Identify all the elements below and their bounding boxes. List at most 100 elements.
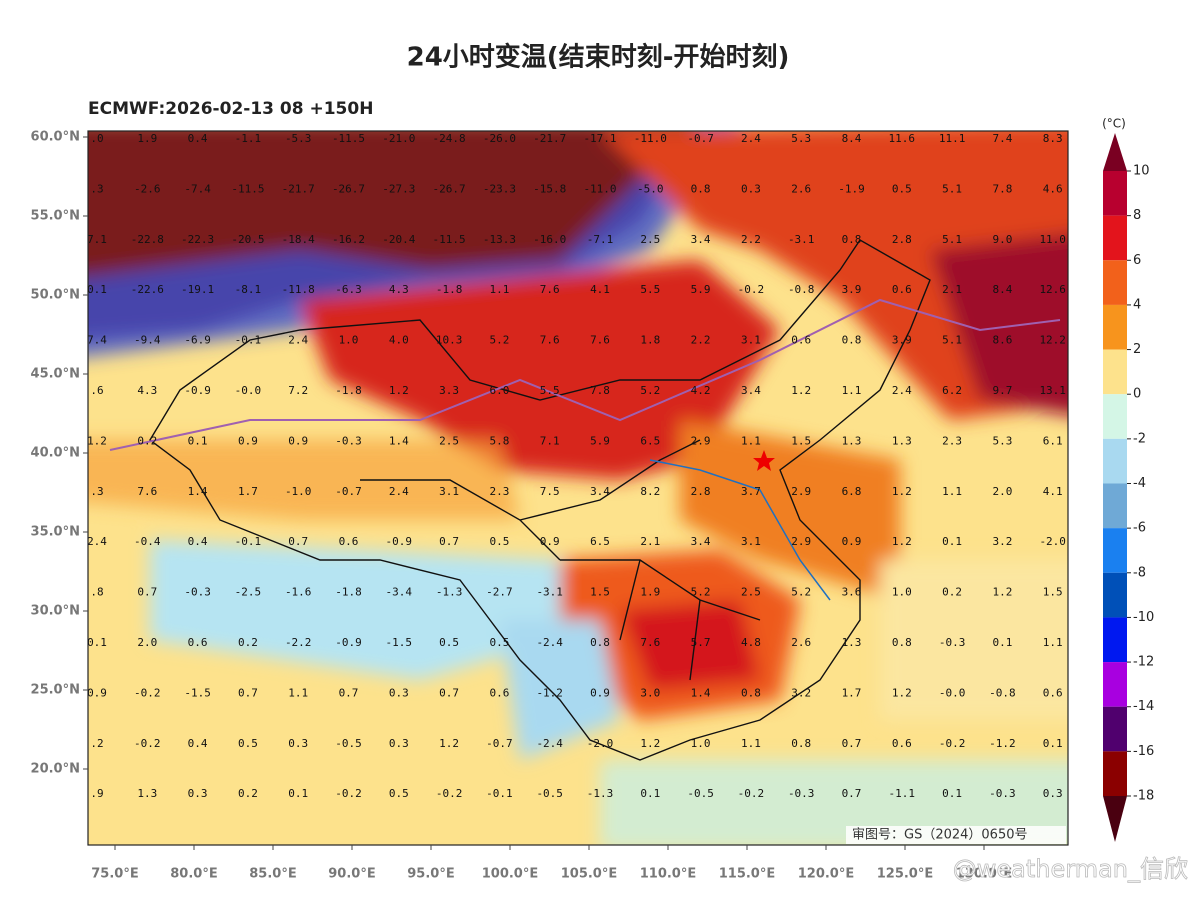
x-tick-label: 85.0°E xyxy=(249,867,296,882)
grid-value: 0.9 xyxy=(288,434,308,447)
grid-value: 2.5 xyxy=(640,233,660,246)
grid-value: -5.0 xyxy=(637,182,664,195)
grid-value: 1.3 xyxy=(137,787,157,800)
grid-value: 2.2 xyxy=(741,233,761,246)
grid-value: 1.3 xyxy=(892,434,912,447)
x-tick-label: 120.0°E xyxy=(798,867,855,882)
grid-value: 0.9 xyxy=(842,535,862,548)
colorbar-tick-label: -2 xyxy=(1133,431,1146,446)
colorbar-segment xyxy=(1103,751,1127,796)
colorbar-unit: (°C) xyxy=(1102,117,1126,131)
title: 24小时变温(结束时刻-开始时刻) xyxy=(407,42,790,73)
x-tick-label: 90.0°E xyxy=(328,867,375,882)
grid-value: 1.2 xyxy=(892,686,912,699)
grid-value: 2.5 xyxy=(741,586,761,599)
grid-value: 3.4 xyxy=(691,535,711,548)
grid-value: 11.6 xyxy=(889,132,916,145)
grid-value: -11.5 xyxy=(433,233,466,246)
grid-value: 2.5 xyxy=(439,434,459,447)
grid-value: -1.9 xyxy=(838,182,865,195)
grid-value: -0.9 xyxy=(184,384,211,397)
grid-value: 4.8 xyxy=(741,636,761,649)
grid-value: -6.9 xyxy=(184,334,211,347)
grid-value: 5.1 xyxy=(942,182,962,195)
grid-value: -0.7 xyxy=(335,485,362,498)
grid-value: 1.1 xyxy=(842,384,862,397)
grid-value: 0.6 xyxy=(489,686,509,699)
x-tick-label: 125.0°E xyxy=(877,867,934,882)
grid-value: 8.3 xyxy=(1043,132,1063,145)
grid-value: 6.5 xyxy=(640,434,660,447)
grid-value: 0.1 xyxy=(992,636,1012,649)
grid-value: 0.8 xyxy=(791,737,811,750)
colorbar-segment xyxy=(1103,171,1127,216)
grid-value: -0.2 xyxy=(738,283,765,296)
grid-value: 0.6 xyxy=(1043,686,1063,699)
grid-value: 6.1 xyxy=(1043,434,1063,447)
grid-value: -21.7 xyxy=(282,182,315,195)
x-tick-label: 75.0°E xyxy=(91,867,138,882)
grid-value: 5.3 xyxy=(791,132,811,145)
grid-value: -11.0 xyxy=(583,182,616,195)
grid-value: -0.2 xyxy=(335,787,362,800)
grid-value: 3.6 xyxy=(842,586,862,599)
grid-value: 2.1 xyxy=(942,283,962,296)
map-frame xyxy=(87,130,1069,846)
grid-value: 1.4 xyxy=(188,485,208,498)
grid-value: 0.2 xyxy=(238,636,258,649)
grid-value: 3.2 xyxy=(992,535,1012,548)
grid-value: 1.2 xyxy=(791,384,811,397)
grid-value: -26.7 xyxy=(332,182,365,195)
grid-value: 1.5 xyxy=(590,586,610,599)
grid-value: 2.9 xyxy=(691,434,711,447)
y-tick-label: 60.0°N xyxy=(31,130,80,145)
grid-value: 1.9 xyxy=(137,132,157,145)
grid-value: -1.5 xyxy=(184,686,211,699)
grid-value: 0.5 xyxy=(389,787,409,800)
grid-value: -0.5 xyxy=(536,787,563,800)
grid-value: -0.8 xyxy=(989,686,1016,699)
grid-value: 1.2 xyxy=(439,737,459,750)
y-tick-label: 55.0°N xyxy=(31,209,80,224)
colorbar-segment xyxy=(1103,215,1127,261)
grid-value: 1.9 xyxy=(640,586,660,599)
grid-value: 0.9 xyxy=(87,686,107,699)
colorbar-segment xyxy=(1103,662,1127,707)
grid-value: 1.1 xyxy=(1043,636,1063,649)
boundaries xyxy=(149,239,931,761)
grid-value: 6.0 xyxy=(489,384,509,397)
grid-value: -20.4 xyxy=(382,233,415,246)
grid-value: -0.0 xyxy=(235,384,262,397)
grid-value: 2.6 xyxy=(791,182,811,195)
grid-value: 0.8 xyxy=(741,686,761,699)
colorbar-segment xyxy=(1103,349,1127,395)
grid-value: -11.5 xyxy=(231,182,264,195)
x-tick-label: 130.0°E xyxy=(956,867,1013,882)
grid-value: -17.1 xyxy=(583,132,616,145)
colorbar-tick-label: -6 xyxy=(1133,521,1146,536)
grid-value: 0.4 xyxy=(188,737,208,750)
grid-value: 2.4 xyxy=(87,535,107,548)
grid-value: 0.3 xyxy=(188,787,208,800)
grid-value: 4.2 xyxy=(691,384,711,397)
grid-value: 1.1 xyxy=(288,686,308,699)
map-field: .0 1.9 0.4 -1.1 -5.3 -11.5 -21.0 -24.8 -26.0 -21.… xyxy=(87,131,1068,845)
grid-value: -2.0 xyxy=(1039,535,1066,548)
grid-value: 0.5 xyxy=(489,535,509,548)
grid-value: -0.3 xyxy=(184,586,211,599)
grid-value: -0.2 xyxy=(436,787,463,800)
grid-value: 1.2 xyxy=(389,384,409,397)
grid-value: -0.0 xyxy=(939,686,966,699)
grid-value: -16.0 xyxy=(533,233,566,246)
grid-value: -1.1 xyxy=(889,787,916,800)
grid-value: -2.6 xyxy=(134,182,161,195)
grid-value: 0.1 xyxy=(87,283,107,296)
grid-value: 7.2 xyxy=(288,384,308,397)
grid-value: 0.7 xyxy=(842,737,862,750)
grid-value: 4.3 xyxy=(389,283,409,296)
colorbar-tick-label: 0 xyxy=(1133,387,1141,402)
colorbar-tick-label: -10 xyxy=(1133,610,1154,625)
grid-value: -0.3 xyxy=(788,787,815,800)
grid-value: 7.8 xyxy=(590,384,610,397)
